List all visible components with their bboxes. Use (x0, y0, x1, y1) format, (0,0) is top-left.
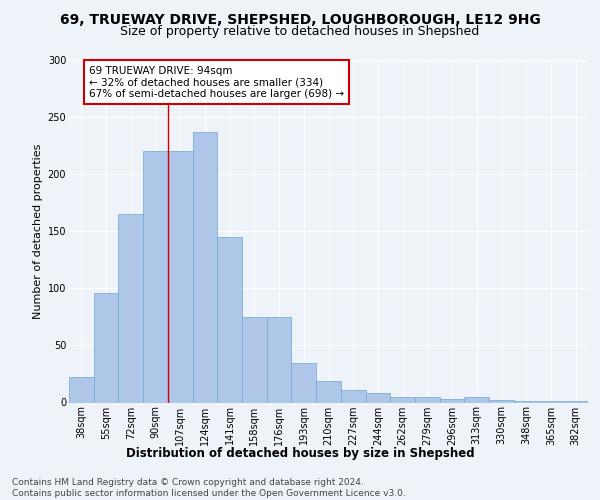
Text: 69 TRUEWAY DRIVE: 94sqm
← 32% of detached houses are smaller (334)
67% of semi-d: 69 TRUEWAY DRIVE: 94sqm ← 32% of detache… (89, 66, 344, 99)
Text: 69, TRUEWAY DRIVE, SHEPSHED, LOUGHBOROUGH, LE12 9HG: 69, TRUEWAY DRIVE, SHEPSHED, LOUGHBOROUG… (59, 12, 541, 26)
Bar (365, 394, 390, 402)
Text: Contains HM Land Registry data © Crown copyright and database right 2024.
Contai: Contains HM Land Registry data © Crown c… (12, 478, 406, 498)
Bar (217, 237, 242, 402)
Bar (390, 397, 415, 402)
Bar (464, 397, 489, 402)
Bar (415, 397, 440, 402)
Bar (341, 390, 365, 402)
Text: Size of property relative to detached houses in Shepshed: Size of property relative to detached ho… (121, 25, 479, 38)
Bar (143, 152, 168, 402)
Bar (168, 152, 193, 402)
Bar (267, 317, 292, 402)
Bar (242, 317, 267, 402)
Text: Distribution of detached houses by size in Shepshed: Distribution of detached houses by size … (125, 448, 475, 460)
Bar (118, 214, 143, 402)
Bar (489, 400, 514, 402)
Bar (69, 378, 94, 402)
Bar (193, 132, 217, 402)
Bar (316, 381, 341, 402)
Bar (292, 362, 316, 403)
Y-axis label: Number of detached properties: Number of detached properties (34, 144, 43, 319)
Bar (94, 293, 118, 403)
Bar (440, 399, 464, 402)
